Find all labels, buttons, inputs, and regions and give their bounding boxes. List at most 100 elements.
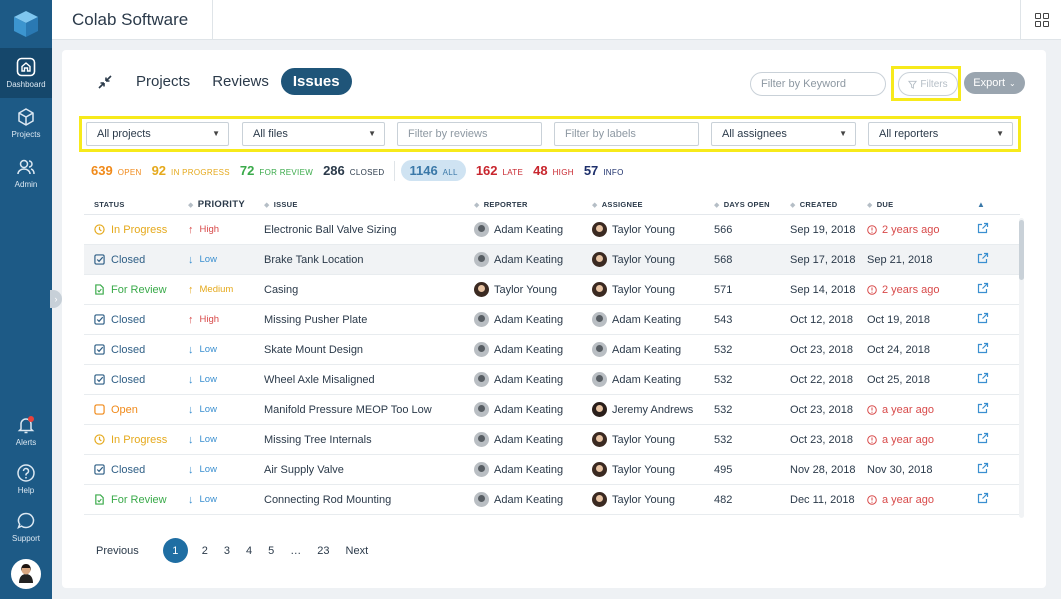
issue-title[interactable]: Missing Tree Internals [264, 433, 372, 446]
external-link-icon [977, 312, 989, 324]
keyword-filter-input[interactable]: Filter by Keyword [750, 72, 886, 96]
issue-title[interactable]: Manifold Pressure MEOP Too Low [264, 403, 432, 416]
tab-issues[interactable]: Issues [280, 68, 352, 95]
previous-page-button[interactable]: Previous [96, 544, 139, 557]
open-issue-link[interactable] [977, 462, 1007, 477]
status-text: Closed [111, 463, 146, 476]
open-issue-link[interactable] [977, 342, 1007, 357]
priority-cell: ↓ Low [188, 374, 258, 386]
issue-title[interactable]: Connecting Rod Mounting [264, 493, 392, 506]
sidebar-item-help[interactable]: Help [0, 455, 52, 503]
open-issue-link[interactable] [977, 492, 1007, 507]
collapse-arrows-icon[interactable] [96, 73, 114, 91]
open-issue-link[interactable] [977, 282, 1007, 297]
open-issue-link[interactable] [977, 252, 1007, 267]
sidebar-item-dashboard[interactable]: Dashboard [0, 48, 52, 98]
caret-down-icon: ▼ [996, 129, 1004, 138]
issue-title[interactable]: Electronic Ball Valve Sizing [264, 223, 397, 236]
sidebar-toggle-button[interactable]: › [50, 290, 62, 308]
stat-info[interactable]: 57 INFO [584, 163, 624, 178]
col-issue[interactable]: ◆ ISSUE [258, 200, 474, 209]
page-button[interactable]: 5 [268, 544, 275, 557]
table-row[interactable]: In Progress ↑ High Electronic Ball Valve Si… [84, 215, 1020, 245]
stat-in-progress[interactable]: 92 IN PROGRESS [152, 163, 230, 178]
arrow-up-icon: ↑ [188, 313, 194, 326]
page-button[interactable]: 2 [201, 544, 208, 557]
tab-reviews[interactable]: Reviews [212, 73, 269, 90]
status-cell: Open [84, 404, 188, 416]
reporter-name: Adam Keating [494, 313, 564, 326]
open-issue-link[interactable] [977, 402, 1007, 417]
stat-for-review[interactable]: 72 FOR REVIEW [240, 163, 313, 178]
page-button[interactable]: 4 [246, 544, 253, 557]
next-page-button[interactable]: Next [345, 544, 369, 557]
issue-title[interactable]: Casing [264, 283, 299, 296]
reporters-select[interactable]: All reporters ▼ [868, 122, 1013, 146]
issue-title[interactable]: Air Supply Valve [264, 463, 344, 476]
page-button[interactable]: 1 [162, 538, 188, 563]
stat-label: CLOSED [349, 168, 385, 177]
alert-circle-icon [867, 404, 877, 415]
col-priority[interactable]: ◆ PRIORITY [188, 199, 258, 210]
table-row[interactable]: Open ↓ Low Manifold Pressure MEOP Too Low Ad… [84, 395, 1020, 425]
files-select[interactable]: All files ▼ [242, 122, 385, 146]
col-due[interactable]: ◆ DUE [867, 200, 977, 209]
stat-open[interactable]: 639 OPEN [91, 163, 142, 178]
tab-projects[interactable]: Projects [136, 73, 191, 90]
sidebar-item-support[interactable]: Support [0, 503, 52, 551]
col-created[interactable]: ◆ CREATED [790, 200, 867, 209]
sort-icon: ◆ [264, 202, 270, 209]
due-cell: Oct 24, 2018 [867, 344, 977, 356]
issue-title[interactable]: Brake Tank Location [264, 253, 364, 266]
filters-button[interactable]: Filters [898, 72, 958, 96]
assignee-name: Taylor Young [612, 253, 675, 266]
filter-row-highlight-box [79, 116, 1021, 152]
sidebar-item-admin[interactable]: Admin [0, 148, 52, 198]
issue-title[interactable]: Wheel Axle Misaligned [264, 373, 375, 386]
avatar [474, 462, 489, 477]
col-reporter[interactable]: ◆ REPORTER [474, 200, 592, 209]
reporter-name: Adam Keating [494, 223, 564, 236]
open-issue-link[interactable] [977, 222, 1007, 237]
labels-filter-input[interactable]: Filter by labels [554, 122, 699, 146]
user-avatar[interactable] [11, 559, 41, 589]
app-logo[interactable] [0, 0, 52, 48]
table-scrollbar[interactable] [1019, 218, 1024, 518]
days-open: 571 [714, 283, 733, 296]
table-row[interactable]: Closed ↓ Low Brake Tank Location Adam Keatin… [84, 245, 1020, 275]
page-button[interactable]: 23 [317, 544, 330, 557]
stat-high[interactable]: 48 HIGH [533, 163, 574, 178]
export-button[interactable]: Export ⌄ [964, 72, 1025, 94]
open-issue-link[interactable] [977, 312, 1007, 327]
projects-select[interactable]: All projects ▼ [86, 122, 229, 146]
issue-title[interactable]: Missing Pusher Plate [264, 313, 368, 326]
col-days-open[interactable]: ◆ DAYS OPEN [714, 200, 790, 209]
open-issue-link[interactable] [977, 372, 1007, 387]
table-row[interactable]: Closed ↑ High Missing Pusher Plate Adam Keat… [84, 305, 1020, 335]
sidebar-item-projects[interactable]: Projects [0, 98, 52, 148]
reporter-name: Adam Keating [494, 343, 564, 356]
table-row[interactable]: Closed ↓ Low Skate Mount Design Adam Keating… [84, 335, 1020, 365]
table-row[interactable]: For Review ↑ Medium Casing Taylor Young Taylo… [84, 275, 1020, 305]
col-issue-label: ISSUE [273, 200, 298, 209]
open-issue-link[interactable] [977, 432, 1007, 447]
table-row[interactable]: Closed ↓ Low Wheel Axle Misaligned Adam Keat… [84, 365, 1020, 395]
page-button[interactable]: 3 [223, 544, 231, 557]
avatar [474, 312, 489, 327]
reviews-filter-input[interactable]: Filter by reviews [397, 122, 542, 146]
issue-title[interactable]: Skate Mount Design [264, 343, 364, 356]
assignees-select-value: All assignees [722, 128, 787, 140]
table-row[interactable]: In Progress ↓ Low Missing Tree Internals Ada… [84, 425, 1020, 455]
stat-all[interactable]: 1146 ALL [401, 160, 466, 181]
assignees-select[interactable]: All assignees ▼ [711, 122, 856, 146]
sidebar-item-alerts[interactable]: Alerts [0, 407, 52, 455]
col-sort-asc[interactable]: ▲ [977, 200, 1007, 209]
table-row[interactable]: For Review ↓ Low Connecting Rod Mounting Ada… [84, 485, 1020, 515]
apps-grid-icon[interactable] [1035, 13, 1049, 27]
table-row[interactable]: Closed ↓ Low Air Supply Valve Adam Keating Ta… [84, 455, 1020, 485]
stat-closed[interactable]: 286 CLOSED [323, 163, 384, 178]
col-status[interactable]: STATUS [84, 200, 188, 209]
col-assignee[interactable]: ◆ ASSIGNEE [592, 200, 714, 209]
stat-late[interactable]: 162 LATE [476, 163, 523, 178]
stat-label: ALL [442, 168, 458, 177]
